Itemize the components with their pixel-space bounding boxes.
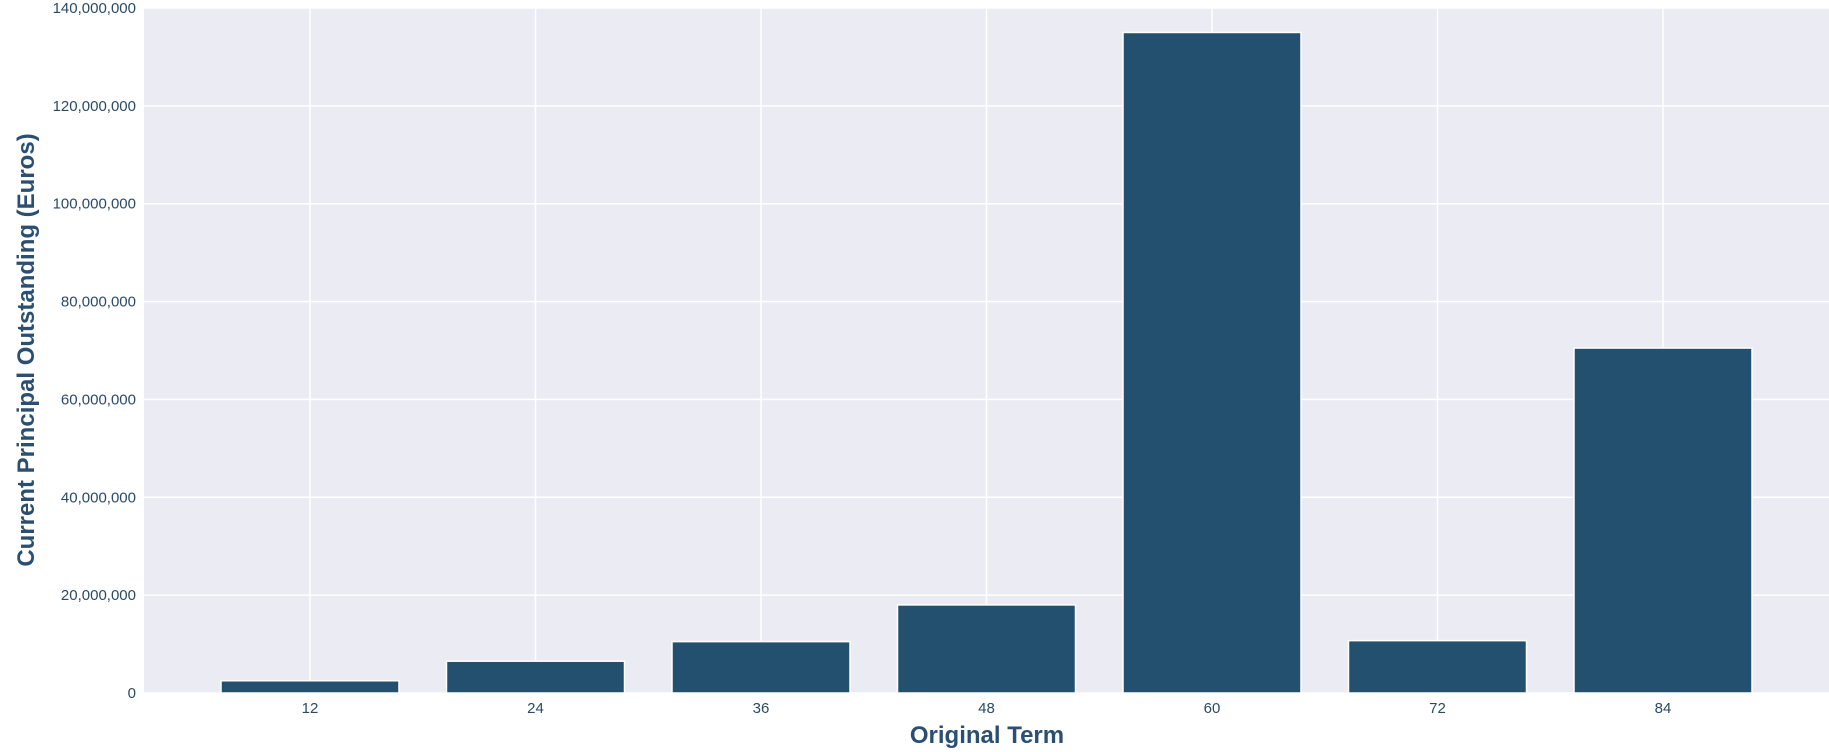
y-tick-labels: 0 20,000,000 40,000,000 60,000,000 80,000,00… — [53, 0, 136, 702]
bar-72[interactable] — [1347, 639, 1528, 694]
bar-60[interactable] — [1122, 31, 1302, 694]
y-tick-label: 60,000,000 — [61, 391, 136, 408]
bar-12[interactable] — [220, 680, 400, 694]
x-tick-label: 72 — [1429, 700, 1446, 717]
bar-24[interactable] — [445, 660, 626, 694]
bar-84[interactable] — [1573, 347, 1753, 694]
x-tick-label: 60 — [1204, 700, 1221, 717]
bar-36[interactable] — [671, 640, 851, 694]
y-tick-label: 140,000,000 — [53, 0, 136, 17]
x-axis-title: Original Term — [910, 722, 1064, 749]
y-axis-title: Current Principal Outstanding (Euros) — [13, 133, 40, 566]
x-tick-label: 48 — [978, 700, 995, 717]
bars — [220, 31, 1753, 694]
bar-48[interactable] — [896, 604, 1077, 694]
y-tick-label: 120,000,000 — [53, 98, 136, 115]
y-tick-label: 20,000,000 — [61, 587, 136, 604]
x-tick-label: 24 — [527, 700, 544, 717]
x-tick-label: 84 — [1655, 700, 1672, 717]
y-tick-label: 0 — [128, 685, 136, 702]
x-tick-labels: 12 24 36 48 60 72 84 — [302, 700, 1672, 717]
y-tick-label: 80,000,000 — [61, 294, 136, 311]
y-tick-label: 40,000,000 — [61, 489, 136, 506]
x-tick-label: 12 — [302, 700, 319, 717]
y-tick-label: 100,000,000 — [53, 196, 136, 213]
x-tick-label: 36 — [753, 700, 770, 717]
